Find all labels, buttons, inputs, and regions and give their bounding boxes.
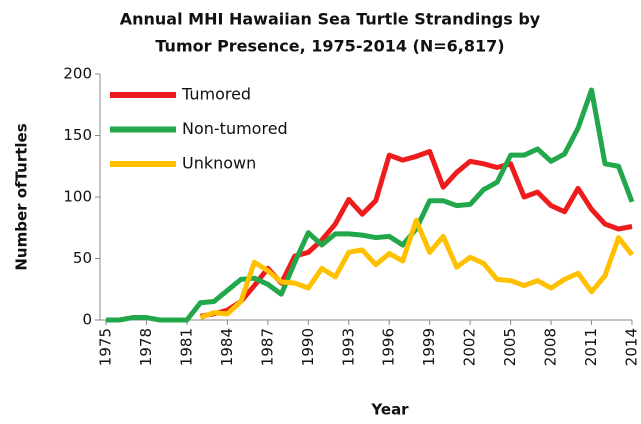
y-tick-label: 100 [63,188,92,206]
series-line [106,87,635,323]
x-tick-label: 1999 [420,328,438,366]
chart-title: Annual MHI Hawaiian Sea Turtle Stranding… [120,10,541,29]
legend-label: Non-tumored [182,119,288,138]
y-tick-label: 150 [63,126,92,144]
x-tick-label: 2011 [582,328,600,366]
x-tick-label: 1993 [339,328,357,366]
x-tick-label: 1984 [218,328,236,366]
x-tick-label: 2014 [623,328,641,366]
x-tick-label: 1987 [258,328,276,366]
x-axis-label: Year [370,401,409,419]
series-line [199,217,634,320]
x-tick-label: 2002 [461,328,479,366]
series-line [199,148,633,319]
legend-label: Tumored [181,85,251,104]
x-tick-label: 1996 [380,328,398,366]
legend-label: Unknown [182,154,256,173]
x-tick-label: 1975 [97,328,115,366]
x-tick-label: 2005 [501,328,519,366]
y-tick-label: 200 [63,65,92,83]
x-tick-label: 1981 [177,328,195,366]
x-tick-label: 2008 [542,328,560,366]
y-tick-label: 50 [73,249,92,267]
y-tick-label: 0 [82,311,92,329]
x-tick-label: 1990 [299,328,317,366]
chart-title: Tumor Presence, 1975-2014 (N=6,817) [155,37,504,56]
y-axis-label: Number ofTurtles [13,123,31,270]
x-tick-label: 1978 [137,328,155,366]
